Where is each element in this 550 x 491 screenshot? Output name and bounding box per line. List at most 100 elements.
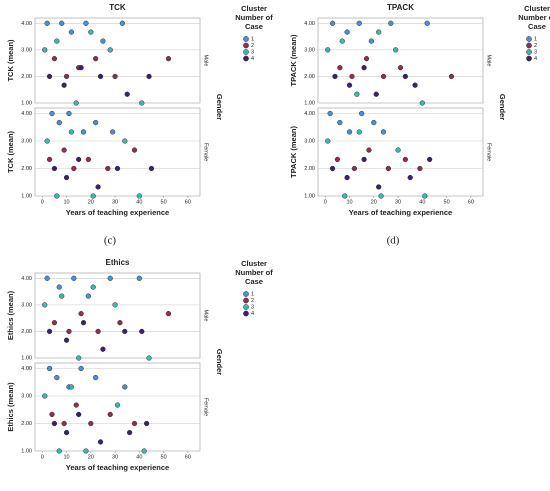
chart-title: TCK <box>109 3 126 12</box>
point <box>131 147 138 153</box>
point <box>124 91 130 97</box>
legend-swatch <box>243 49 249 55</box>
legend-swatch <box>526 55 532 62</box>
point <box>126 429 133 436</box>
point <box>122 138 128 144</box>
point <box>122 328 128 335</box>
facet-label: Male <box>486 55 492 67</box>
point <box>66 110 72 117</box>
legend-swatch <box>243 291 249 297</box>
point <box>359 110 365 117</box>
point <box>100 38 106 44</box>
point <box>424 20 430 26</box>
y-tick-label: 3.00 <box>21 393 32 399</box>
caption: (c) <box>104 235 117 247</box>
point <box>97 73 104 80</box>
facet-title: Gender <box>215 94 224 120</box>
legend-label: 3 <box>251 304 254 310</box>
x-axis-label: Years of teaching experience <box>66 463 169 472</box>
legend-label: 4 <box>251 56 254 62</box>
point <box>117 320 123 326</box>
point <box>49 110 55 117</box>
point <box>139 100 145 106</box>
point <box>107 411 113 418</box>
point <box>46 73 53 80</box>
legend-label: 4 <box>534 56 537 62</box>
x-tick-label: 10 <box>346 199 352 205</box>
y-tick-label: 3.00 <box>21 302 32 308</box>
point <box>63 337 70 343</box>
facet-title: Gender <box>215 349 224 375</box>
y-tick-label: 4.00 <box>304 111 315 117</box>
y-tick-label: 4.00 <box>21 111 32 117</box>
y-tick-label: 4.00 <box>21 276 32 282</box>
point <box>407 174 413 181</box>
point <box>422 193 428 199</box>
panel-frame <box>34 17 201 104</box>
legend-label: 2 <box>251 298 254 304</box>
point <box>448 73 455 80</box>
point <box>337 119 343 126</box>
point <box>373 91 379 97</box>
point <box>63 174 70 181</box>
y-tick-label: 2.00 <box>21 421 32 427</box>
point <box>368 38 375 44</box>
point <box>93 119 99 126</box>
x-tick-label: 20 <box>88 199 94 205</box>
point <box>148 165 155 172</box>
point <box>402 73 409 80</box>
y-tick-label: 3.00 <box>304 47 315 53</box>
point <box>56 284 62 290</box>
point <box>71 275 77 281</box>
point <box>342 193 348 199</box>
y-tick-label: 1.00 <box>304 193 315 199</box>
point <box>366 147 372 153</box>
point <box>143 420 150 427</box>
point <box>46 365 53 372</box>
caption: (e) <box>104 490 117 491</box>
point <box>68 29 75 35</box>
x-tick-label: 50 <box>161 199 167 205</box>
x-tick-label: 30 <box>112 199 118 205</box>
facet-label: Male <box>203 310 209 322</box>
point <box>334 156 341 163</box>
point <box>44 20 50 26</box>
point <box>363 55 370 62</box>
point <box>83 20 89 26</box>
y-tick-label: 2.00 <box>304 166 315 172</box>
legend-title: Cluster Number of Case <box>235 259 273 286</box>
point <box>165 310 172 317</box>
point <box>88 420 94 427</box>
y-tick-label: 2.00 <box>21 329 32 335</box>
point <box>325 47 331 53</box>
y-tick-label: 3.00 <box>21 138 32 144</box>
legend-label: 2 <box>251 43 254 49</box>
point <box>49 411 55 418</box>
point <box>112 73 118 80</box>
point <box>109 129 116 135</box>
point <box>114 165 121 172</box>
x-tick-label: 10 <box>63 199 69 205</box>
point <box>61 420 67 427</box>
point <box>46 328 53 335</box>
point <box>417 165 423 172</box>
point <box>95 328 101 335</box>
point <box>354 91 360 97</box>
point <box>105 165 111 172</box>
x-tick-label: 50 <box>444 199 450 205</box>
y-tick-label: 1.00 <box>21 193 32 199</box>
chart-title: TPACK <box>387 3 414 12</box>
point <box>376 184 382 190</box>
y-axis-label: TCK (mean) <box>6 39 15 82</box>
x-tick-label: 40 <box>419 199 425 205</box>
legend-label: 3 <box>251 49 254 55</box>
point <box>56 448 62 454</box>
point <box>402 156 409 163</box>
point <box>146 73 152 80</box>
point <box>80 320 87 326</box>
point <box>146 355 152 361</box>
x-axis-label: Years of teaching experience <box>66 208 169 217</box>
y-axis-label: Ethics (mean) <box>6 382 15 432</box>
point <box>426 156 433 163</box>
